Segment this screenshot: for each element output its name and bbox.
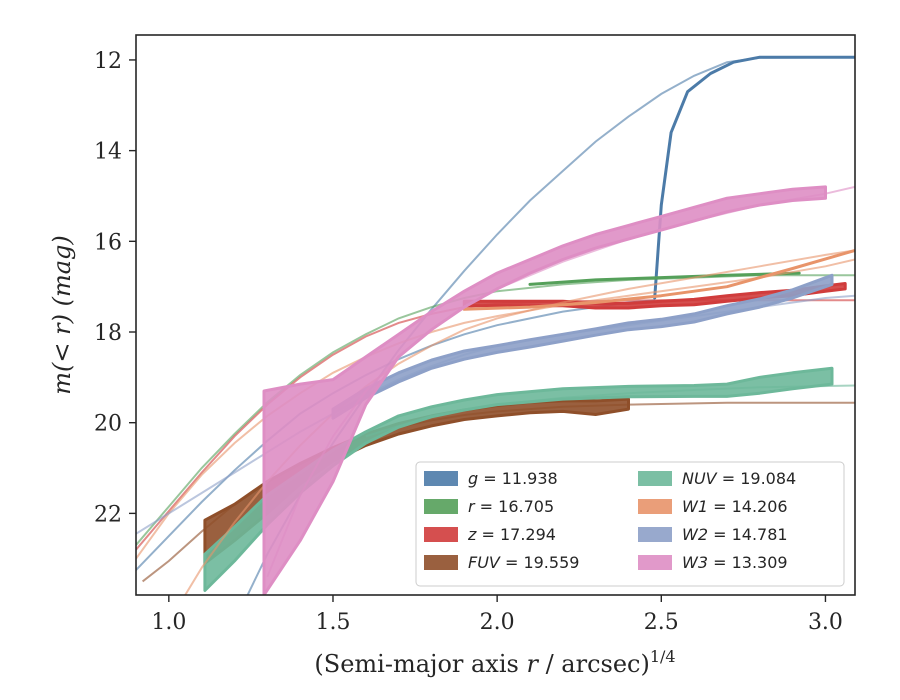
- ticks-layer: 1.0 1.5 2.0 2.5 3.0 12 14 16 18 20 22: [94, 49, 843, 635]
- y-axis-label: m(< r) (mag): [48, 235, 76, 394]
- band-z: [462, 282, 847, 310]
- legend-swatch: [638, 499, 672, 514]
- band-w3: [262, 185, 827, 595]
- legend-label: r = 16.705: [468, 497, 554, 516]
- legend-swatch: [424, 555, 458, 570]
- x-tick-label: 3.0: [808, 610, 843, 635]
- model-curve-w1: [184, 249, 855, 595]
- y-tick-label: 14: [94, 140, 122, 165]
- legend-swatch: [424, 499, 458, 514]
- legend-frame: [415, 461, 845, 587]
- x-tick-label: 1.0: [151, 610, 186, 635]
- legend-item-g: g = 11.938: [424, 469, 558, 488]
- series-layer: [136, 55, 855, 595]
- legend-item-r: r = 16.705: [424, 497, 554, 516]
- series-nuv: [203, 366, 855, 592]
- legend-swatch: [424, 527, 458, 542]
- legend-swatch: [638, 555, 672, 570]
- legend-item-nuv: NUV = 19.084: [638, 469, 796, 488]
- band-w2: [331, 273, 834, 420]
- legend-item-fuv: FUV = 19.559: [424, 553, 579, 572]
- band-g: [653, 55, 855, 300]
- series-w3: [262, 185, 855, 595]
- x-tick-label: 1.5: [315, 610, 350, 635]
- x-tick-label: 2.0: [480, 610, 515, 635]
- legend-label: FUV = 19.559: [468, 553, 579, 572]
- legend-item-w2: W2 = 14.781: [638, 525, 788, 544]
- legend-label: W1 = 14.206: [682, 497, 788, 516]
- plot-frame: [135, 34, 856, 596]
- legend-item-w3: W3 = 13.309: [638, 553, 788, 572]
- legend-label: NUV = 19.084: [682, 469, 796, 488]
- x-axis-label: (Semi-major axis r / arcsec)1/4: [314, 647, 675, 678]
- band-r: [528, 271, 801, 286]
- legend-label: g = 11.938: [468, 469, 558, 488]
- y-tick-label: 18: [94, 321, 122, 346]
- y-tick-label: 16: [94, 230, 122, 255]
- legend-item-w1: W1 = 14.206: [638, 497, 788, 516]
- legend-label: W2 = 14.781: [682, 525, 788, 544]
- series-r: [136, 271, 855, 546]
- band-w1: [462, 248, 855, 311]
- band-nuv: [203, 366, 834, 592]
- x-tick-label: 2.5: [644, 610, 679, 635]
- y-tick-label: 20: [94, 412, 122, 437]
- legend-swatch: [638, 471, 672, 486]
- legend-label: z = 17.294: [467, 525, 556, 544]
- legend-swatch: [424, 471, 458, 486]
- legend-label: W3 = 13.309: [682, 553, 788, 572]
- legend: g = 11.938 r = 16.705 z = 17.294 FUV = 19.5…: [415, 461, 845, 587]
- legend-swatch: [638, 527, 672, 542]
- legend-item-z: z = 17.294: [424, 525, 556, 544]
- y-tick-label: 22: [94, 502, 122, 527]
- series-z: [136, 282, 855, 551]
- series-w2: [136, 273, 855, 535]
- y-tick-label: 12: [94, 49, 122, 74]
